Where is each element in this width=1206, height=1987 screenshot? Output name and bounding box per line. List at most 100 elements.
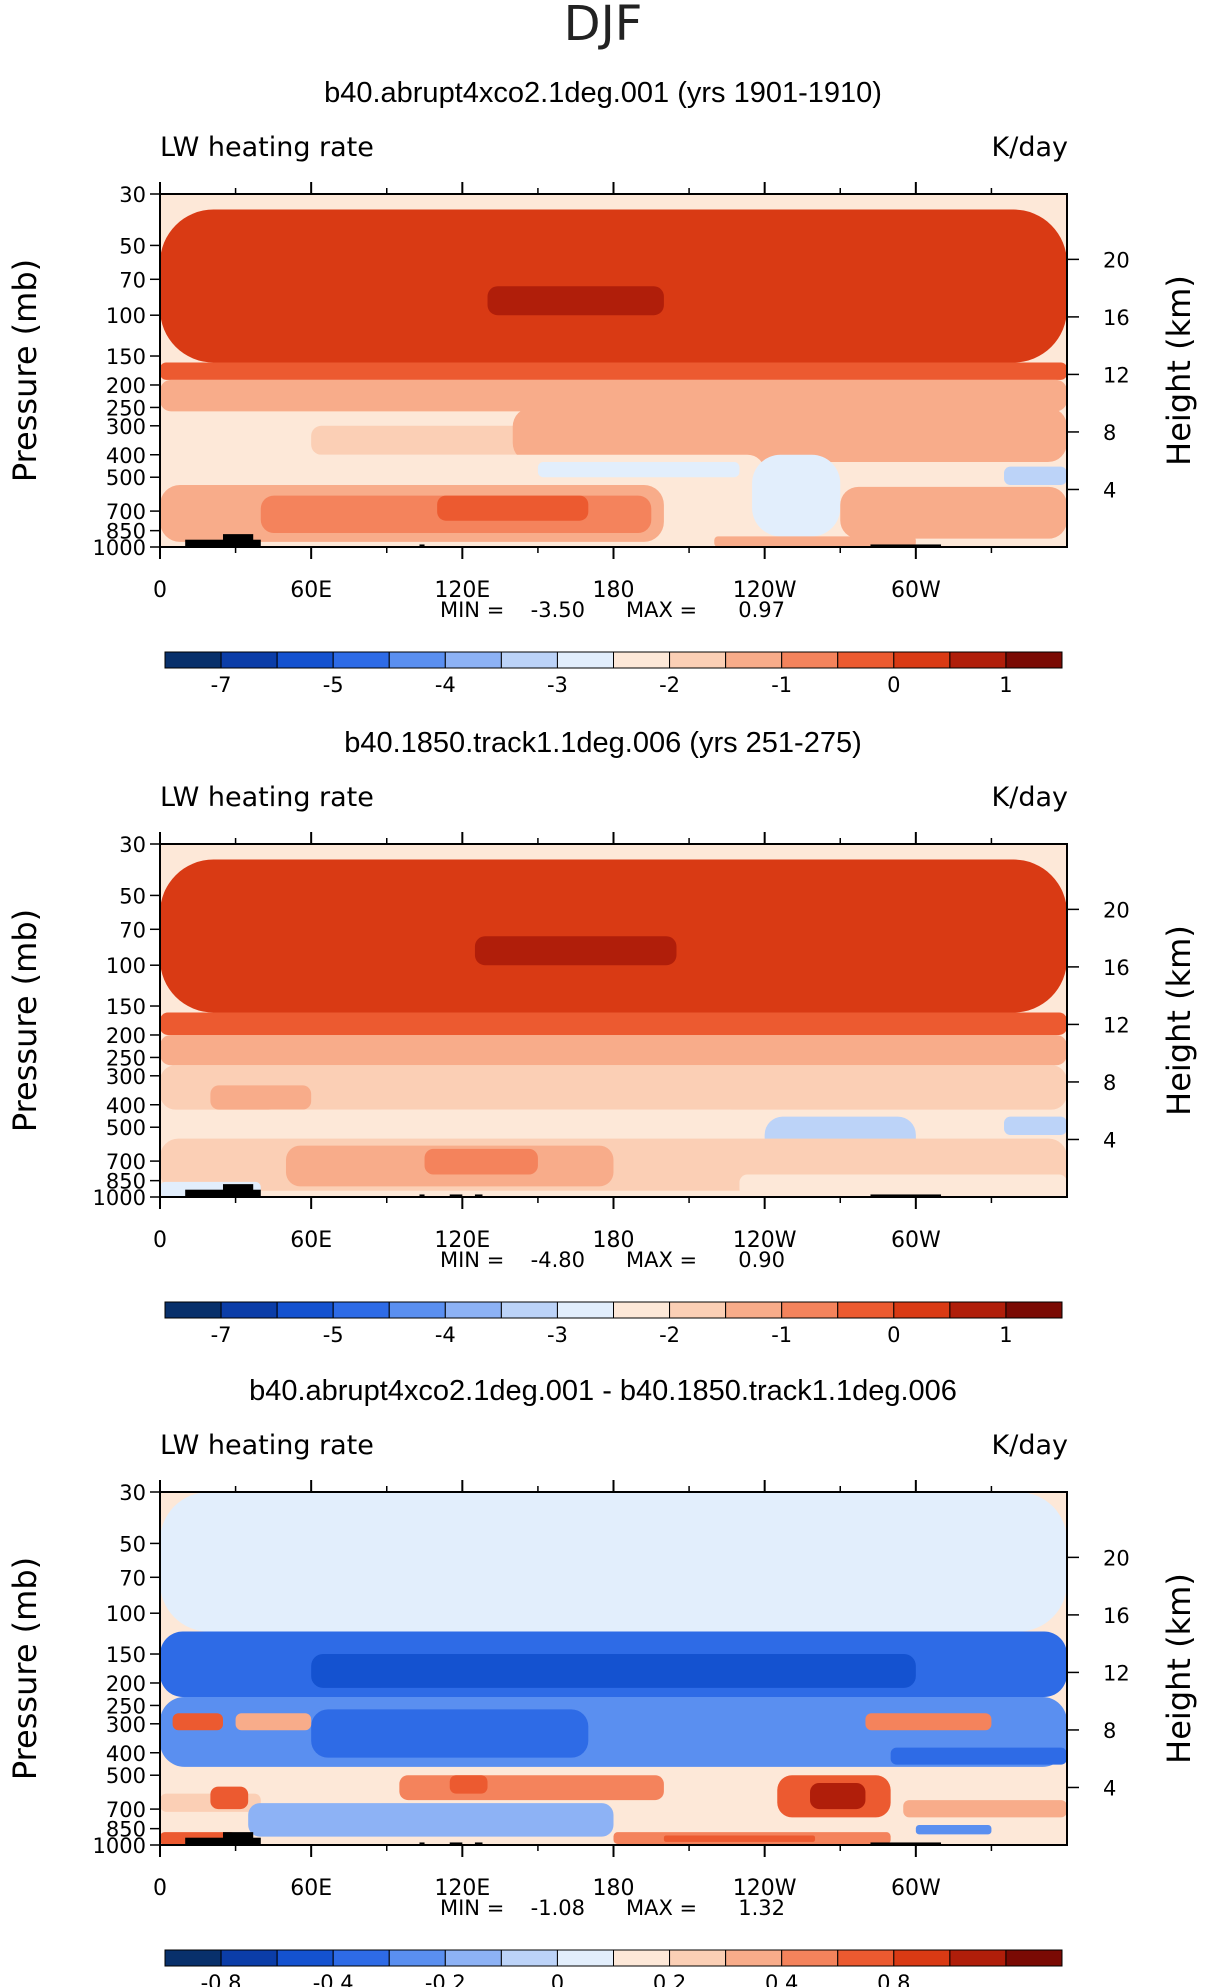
y-tick-label: 30 [119, 833, 146, 857]
max-value: 1.32 [738, 1896, 785, 1920]
contour-region [160, 1012, 1067, 1035]
x-tick-label: 180 [593, 1876, 635, 1901]
y-tick-label: 500 [106, 466, 146, 490]
colorbar-swatch [164, 651, 222, 669]
colorbar-swatch [669, 1301, 727, 1319]
contour-region [399, 1775, 664, 1801]
contour-region [311, 1654, 916, 1688]
colorbar-label: 0.8 [877, 1971, 910, 1987]
colorbar-label: -3 [547, 1323, 568, 1347]
contour-region [739, 1174, 1067, 1197]
y-tick-label: 1000 [93, 1834, 146, 1858]
colorbar-swatch [500, 1301, 558, 1319]
x-tick-label: 0 [153, 1876, 167, 1901]
y-tick-label: 500 [106, 1764, 146, 1788]
x-tick-label: 120E [434, 1876, 490, 1901]
min-label: MIN = [440, 598, 504, 622]
y-tick-label: 1000 [93, 1186, 146, 1210]
contour-region [474, 936, 677, 966]
colorbar-swatch [332, 1949, 390, 1967]
contour-region [1004, 1116, 1067, 1135]
field-label: LW heating rate [160, 782, 374, 813]
colorbar-label: -0.2 [425, 1971, 466, 1987]
height-axis-label: Height (km) [1160, 1573, 1198, 1764]
y-tick-label: 700 [106, 500, 146, 524]
y-tick-label: 150 [106, 1643, 146, 1667]
contour-region [424, 1148, 538, 1175]
colorbar-swatch [781, 651, 839, 669]
colorbar-label: -2 [659, 673, 680, 697]
colorbar-swatch [164, 1949, 222, 1967]
y-tick-label: 100 [106, 1602, 146, 1626]
x-tick-label: 120W [733, 1228, 797, 1253]
y-tick-label: 200 [106, 1672, 146, 1696]
height-tick-label: 20 [1103, 1546, 1130, 1570]
x-tick-label: 60W [891, 1876, 941, 1901]
colorbar-swatch [1005, 651, 1063, 669]
y-tick-label: 500 [106, 1116, 146, 1140]
colorbar-label: -1 [771, 1323, 792, 1347]
field-layer [160, 1492, 1067, 1845]
colorbar-swatch [613, 1301, 671, 1319]
colorbar-label: -7 [211, 673, 232, 697]
y-tick-label: 400 [106, 1742, 146, 1766]
contour-region [903, 1800, 1067, 1818]
colorbar-swatch [556, 1301, 614, 1319]
topography [419, 544, 425, 547]
colorbar-swatch [613, 1949, 671, 1967]
colorbar-label: 0 [887, 1323, 900, 1347]
contour-region [810, 1782, 866, 1810]
y-tick-label: 850 [106, 520, 146, 544]
pressure-axis-label: Pressure (mb) [6, 259, 44, 482]
units-label: K/day [992, 782, 1068, 813]
colorbar-swatch [556, 651, 614, 669]
max-label: MAX = [626, 1896, 697, 1920]
colorbar-swatch [1005, 1301, 1063, 1319]
y-tick-label: 150 [106, 995, 146, 1019]
colorbar-swatch [332, 1301, 390, 1319]
colorbar-swatch [613, 651, 671, 669]
height-tick-label: 4 [1103, 1128, 1116, 1152]
colorbar-label: -4 [435, 673, 456, 697]
colorbar-label: 0.4 [765, 1971, 798, 1987]
panel-title: b40.abrupt4xco2.1deg.001 - b40.1850.trac… [249, 1375, 957, 1407]
colorbar-label: 1 [999, 1323, 1012, 1347]
colorbar-swatch [837, 651, 895, 669]
colorbar-swatch [220, 1301, 278, 1319]
y-tick-label: 850 [106, 1170, 146, 1194]
contour-region [752, 454, 841, 537]
y-tick-label: 200 [106, 374, 146, 398]
colorbar-swatch [332, 651, 390, 669]
min-label: MIN = [440, 1248, 504, 1272]
contour-region [449, 1775, 488, 1794]
topography [474, 1842, 483, 1845]
colorbar-swatch [220, 651, 278, 669]
panel-title: b40.abrupt4xco2.1deg.001 (yrs 1901-1910) [324, 77, 882, 109]
contour-region [487, 286, 664, 316]
height-tick-label: 8 [1103, 421, 1116, 445]
colorbar-label: 0.2 [653, 1971, 686, 1987]
y-tick-label: 200 [106, 1024, 146, 1048]
pressure-axis-label: Pressure (mb) [6, 909, 44, 1132]
y-tick-label: 1000 [93, 536, 146, 560]
height-axis-label: Height (km) [1160, 275, 1198, 466]
contour-region [537, 462, 740, 478]
y-tick-label: 700 [106, 1150, 146, 1174]
colorbar-label: -7 [211, 1323, 232, 1347]
contour-region [160, 362, 1067, 380]
y-tick-label: 150 [106, 345, 146, 369]
contour-region [311, 1709, 589, 1758]
colorbar-swatch [781, 1949, 839, 1967]
colorbar-label: -0.4 [313, 1971, 354, 1987]
colorbar-swatch [669, 1949, 727, 1967]
topography [449, 1194, 463, 1197]
contour-region [160, 209, 1067, 363]
y-tick-label: 100 [106, 304, 146, 328]
colorbar-swatch [1005, 1949, 1063, 1967]
colorbar-swatch [276, 651, 334, 669]
x-tick-label: 120W [733, 578, 797, 603]
y-tick-label: 300 [106, 415, 146, 439]
contour-region [210, 1085, 312, 1110]
colorbar-label: -4 [435, 1323, 456, 1347]
